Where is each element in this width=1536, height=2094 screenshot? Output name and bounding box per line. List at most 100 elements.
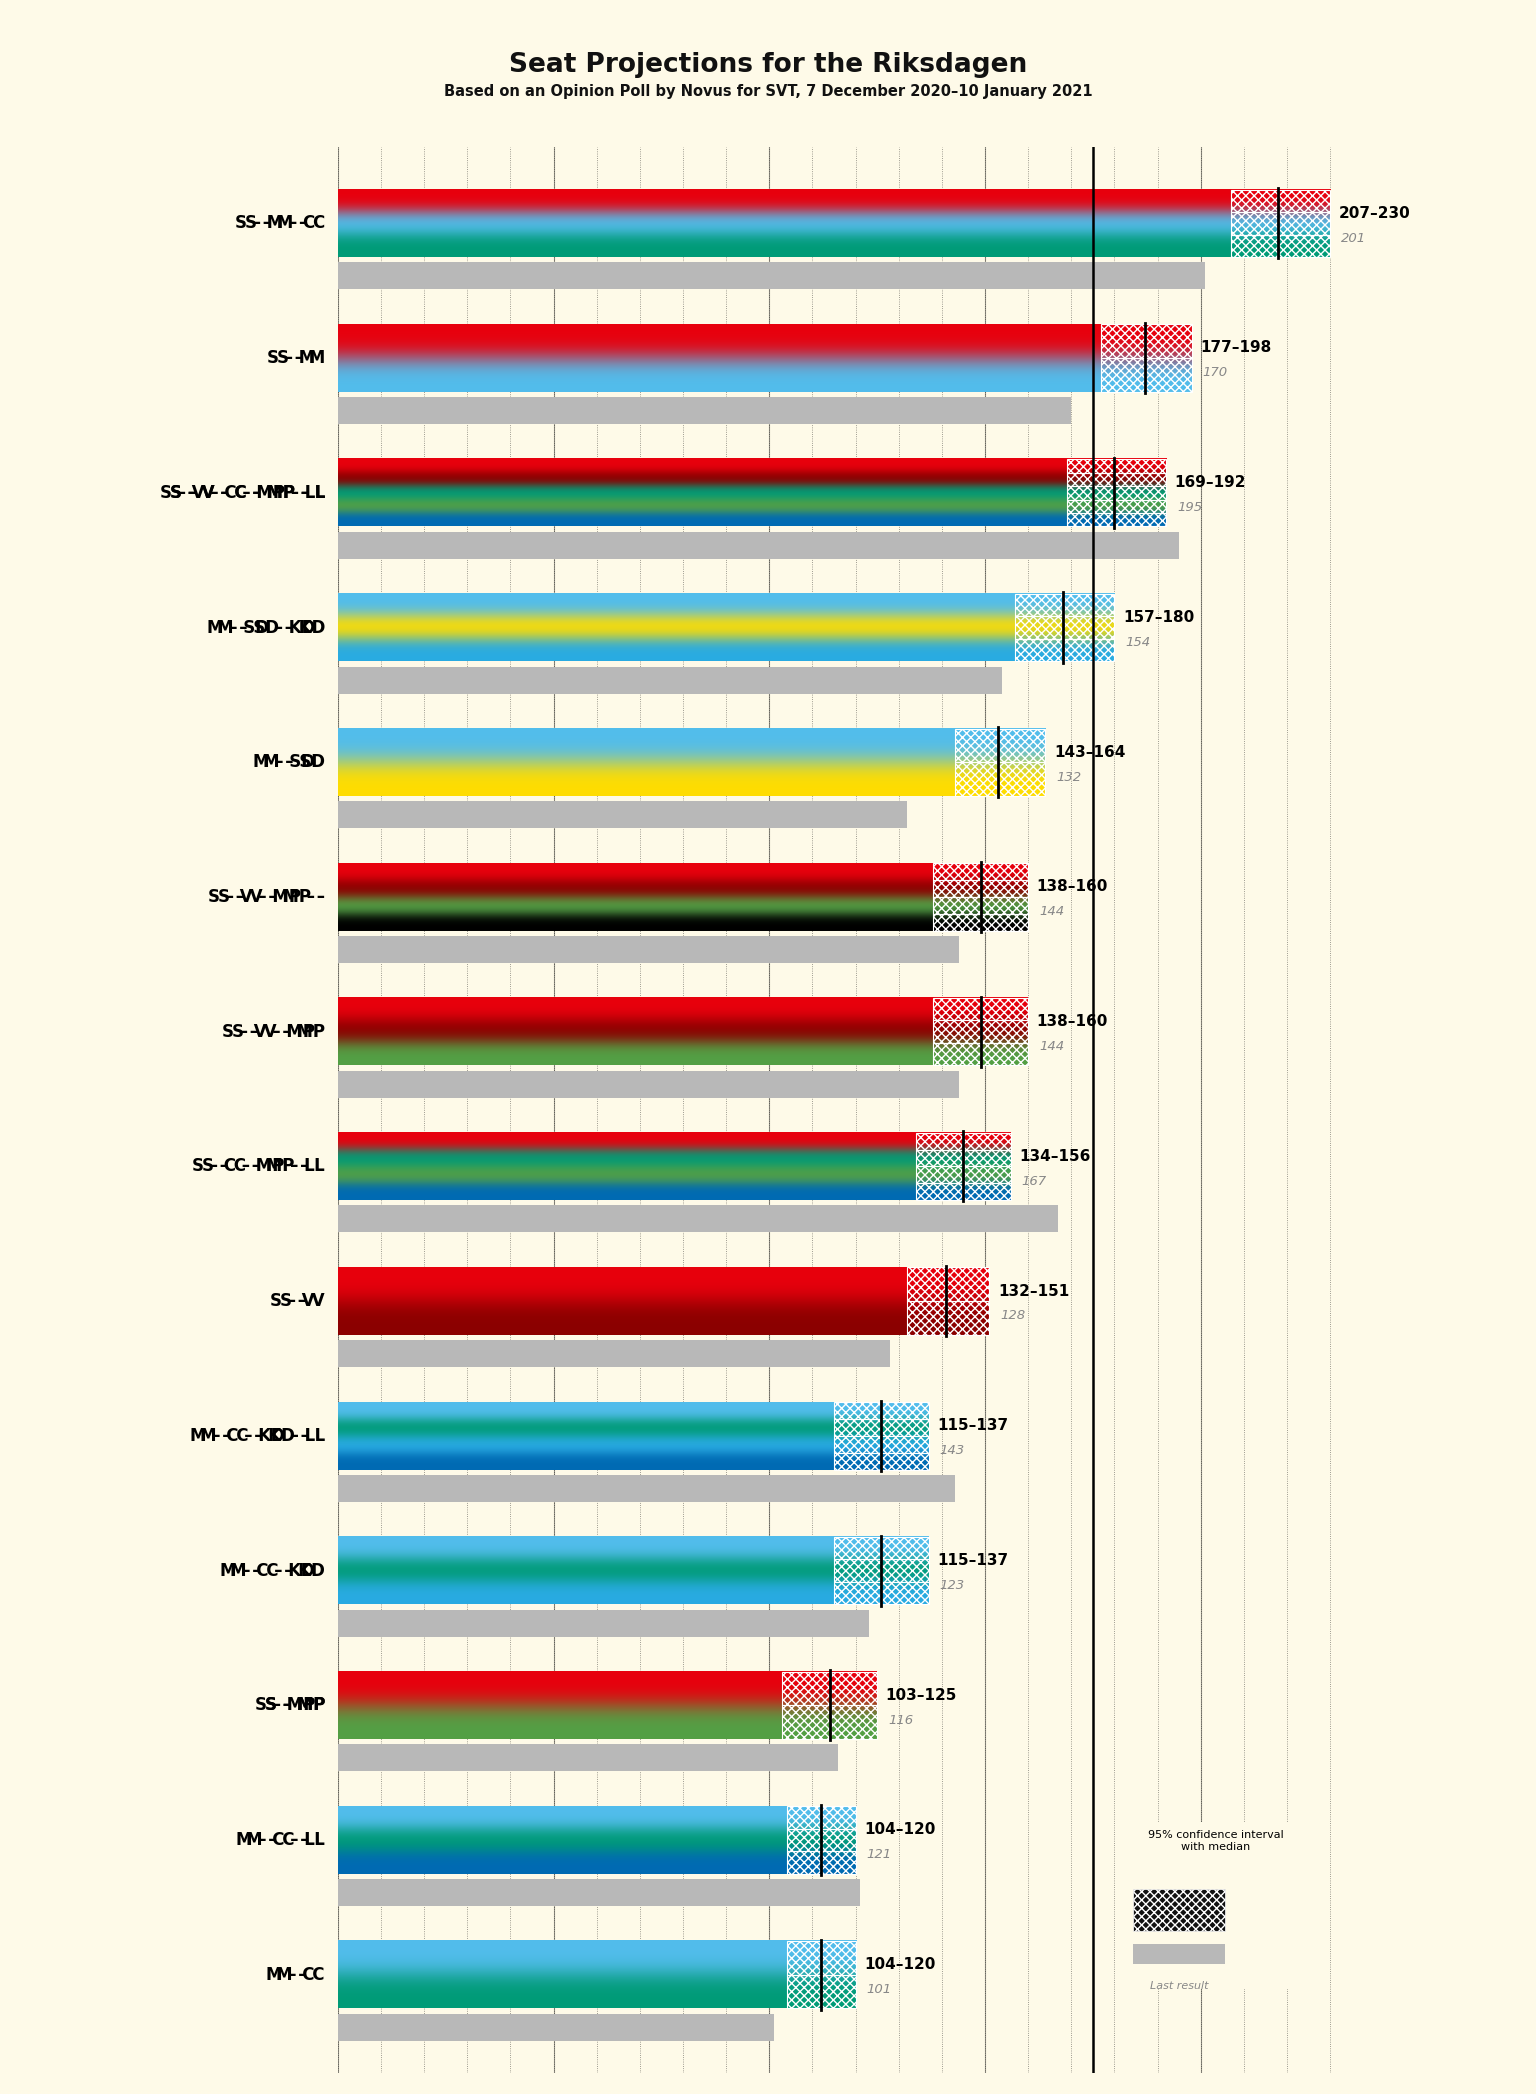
Text: 103–125: 103–125 xyxy=(886,1688,957,1702)
Text: S – MP: S – MP xyxy=(255,1696,315,1715)
Text: 144: 144 xyxy=(1038,905,1064,919)
Text: 157–180: 157–180 xyxy=(1123,609,1195,624)
Bar xyxy=(338,262,1206,289)
Bar xyxy=(934,863,1028,879)
Text: S – MP: S – MP xyxy=(264,1696,326,1715)
Text: M – C: M – C xyxy=(276,1966,326,1983)
Text: 132–151: 132–151 xyxy=(998,1284,1069,1298)
Bar xyxy=(1068,486,1166,500)
Text: 143–164: 143–164 xyxy=(1054,745,1126,760)
Bar xyxy=(1015,595,1115,616)
Bar xyxy=(834,1403,929,1420)
Text: S – V – MP –: S – V – MP – xyxy=(218,888,326,907)
Bar xyxy=(338,1340,889,1367)
Text: 201: 201 xyxy=(1341,232,1366,245)
Text: 123: 123 xyxy=(940,1579,965,1591)
Text: 138–160: 138–160 xyxy=(1037,879,1107,894)
Bar xyxy=(786,1941,856,1975)
Text: M – C – KD: M – C – KD xyxy=(220,1562,315,1579)
Text: 101: 101 xyxy=(866,1983,891,1996)
Bar xyxy=(834,1560,929,1581)
Text: 154: 154 xyxy=(1126,637,1150,649)
Text: M – C: M – C xyxy=(266,1966,315,1983)
Text: 121: 121 xyxy=(866,1849,891,1862)
Text: S – V: S – V xyxy=(281,1292,326,1311)
Text: M – C – KD: M – C – KD xyxy=(230,1562,326,1579)
Bar xyxy=(338,1474,955,1501)
Bar xyxy=(1101,358,1192,392)
Text: S – V: S – V xyxy=(270,1292,315,1311)
Text: 144: 144 xyxy=(1038,1041,1064,1053)
Bar xyxy=(1068,459,1166,473)
Bar xyxy=(338,1206,1058,1233)
Text: Based on an Opinion Poll by Novus for SVT, 7 December 2020–10 January 2021: Based on an Opinion Poll by Novus for SV… xyxy=(444,84,1092,98)
Bar xyxy=(955,729,1046,762)
Bar xyxy=(338,1070,958,1097)
Bar xyxy=(834,1420,929,1436)
Text: 134–156: 134–156 xyxy=(1020,1150,1091,1164)
Text: 115–137: 115–137 xyxy=(937,1554,1009,1568)
Bar xyxy=(834,1453,929,1470)
Bar xyxy=(1230,235,1330,258)
Text: 104–120: 104–120 xyxy=(865,1958,935,1973)
Text: 116: 116 xyxy=(888,1713,912,1728)
Bar xyxy=(782,1705,877,1738)
Text: 170: 170 xyxy=(1203,366,1227,379)
Bar xyxy=(1015,639,1115,662)
Text: S – V – MP –: S – V – MP – xyxy=(207,888,315,907)
Bar xyxy=(1230,191,1330,211)
Text: 115–137: 115–137 xyxy=(937,1418,1009,1432)
Bar xyxy=(934,896,1028,913)
Bar xyxy=(915,1166,1011,1183)
Text: 195: 195 xyxy=(1177,500,1203,515)
Bar xyxy=(782,1671,877,1705)
Text: M – C – L: M – C – L xyxy=(246,1830,326,1849)
Text: S – C – MP – L: S – C – MP – L xyxy=(192,1158,315,1175)
Bar xyxy=(1015,616,1115,639)
Bar xyxy=(338,1878,860,1906)
Bar xyxy=(1132,1889,1224,1931)
Bar xyxy=(1230,211,1330,235)
Bar xyxy=(1101,325,1192,358)
Bar xyxy=(786,1975,856,2008)
Bar xyxy=(338,802,908,829)
Bar xyxy=(786,1828,856,1851)
Text: S – C – MP – L: S – C – MP – L xyxy=(203,1158,326,1175)
Bar xyxy=(908,1267,989,1300)
Bar xyxy=(786,1851,856,1874)
Text: 167: 167 xyxy=(1021,1175,1048,1187)
Bar xyxy=(338,1610,868,1638)
Bar xyxy=(934,1043,1028,1066)
Bar xyxy=(1132,1943,1224,1964)
Bar xyxy=(934,913,1028,930)
Text: 132: 132 xyxy=(1057,771,1081,783)
Text: M – SD: M – SD xyxy=(253,754,315,771)
Text: 138–160: 138–160 xyxy=(1037,1013,1107,1028)
Bar xyxy=(338,532,1180,559)
Text: 104–120: 104–120 xyxy=(865,1822,935,1836)
Text: S – M – C: S – M – C xyxy=(244,214,326,232)
Bar xyxy=(915,1133,1011,1150)
Text: S – V – C – MP – L: S – V – C – MP – L xyxy=(169,484,326,503)
Text: 128: 128 xyxy=(1000,1309,1025,1323)
Bar xyxy=(834,1436,929,1453)
Bar xyxy=(1068,500,1166,513)
Text: S – M: S – M xyxy=(267,350,315,366)
Bar xyxy=(338,1744,839,1772)
Bar xyxy=(908,1300,989,1334)
Text: Seat Projections for the Riksdagen: Seat Projections for the Riksdagen xyxy=(508,52,1028,77)
Text: M – C – L: M – C – L xyxy=(237,1830,315,1849)
Bar xyxy=(338,398,1071,425)
Text: M – SD – KD: M – SD – KD xyxy=(206,618,315,637)
Bar xyxy=(934,999,1028,1020)
Bar xyxy=(955,762,1046,796)
Text: S – V – MP: S – V – MP xyxy=(221,1022,315,1041)
Bar xyxy=(338,666,1003,693)
Text: 95% confidence interval
with median: 95% confidence interval with median xyxy=(1147,1830,1284,1851)
Bar xyxy=(834,1537,929,1560)
Bar xyxy=(338,2014,774,2042)
Text: Last result: Last result xyxy=(1149,1981,1209,1991)
Text: S – M: S – M xyxy=(276,350,326,366)
Text: 143: 143 xyxy=(940,1445,965,1457)
Text: S – V – C – MP – L: S – V – C – MP – L xyxy=(169,484,326,503)
